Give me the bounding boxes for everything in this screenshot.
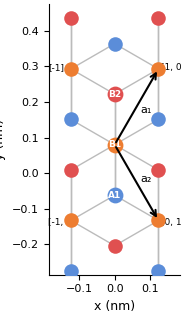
Text: [-1]: [-1] <box>48 63 64 72</box>
Point <box>113 243 116 248</box>
Point <box>157 117 160 122</box>
Point <box>157 16 160 21</box>
Point <box>113 92 116 97</box>
Point <box>69 218 72 223</box>
Text: [-1, 0]: [-1, 0] <box>48 218 76 227</box>
Point <box>157 167 160 172</box>
Y-axis label: y (nm): y (nm) <box>0 119 7 160</box>
Point <box>113 41 116 46</box>
Point <box>157 218 160 223</box>
Point <box>157 268 160 274</box>
Text: [0, 1: [0, 1 <box>161 218 181 227</box>
Point <box>157 66 160 71</box>
Point <box>113 193 116 198</box>
Text: B2: B2 <box>108 90 121 99</box>
Text: [1, 0: [1, 0 <box>161 63 181 72</box>
Point <box>69 66 72 71</box>
X-axis label: x (nm): x (nm) <box>94 300 135 313</box>
Text: a₁: a₁ <box>141 105 152 115</box>
Point <box>69 16 72 21</box>
Text: B1: B1 <box>108 140 121 149</box>
Point <box>113 142 116 147</box>
Point <box>69 167 72 172</box>
Text: A1: A1 <box>108 191 121 200</box>
Point <box>69 117 72 122</box>
Text: a₂: a₂ <box>141 174 152 184</box>
Point <box>69 268 72 274</box>
